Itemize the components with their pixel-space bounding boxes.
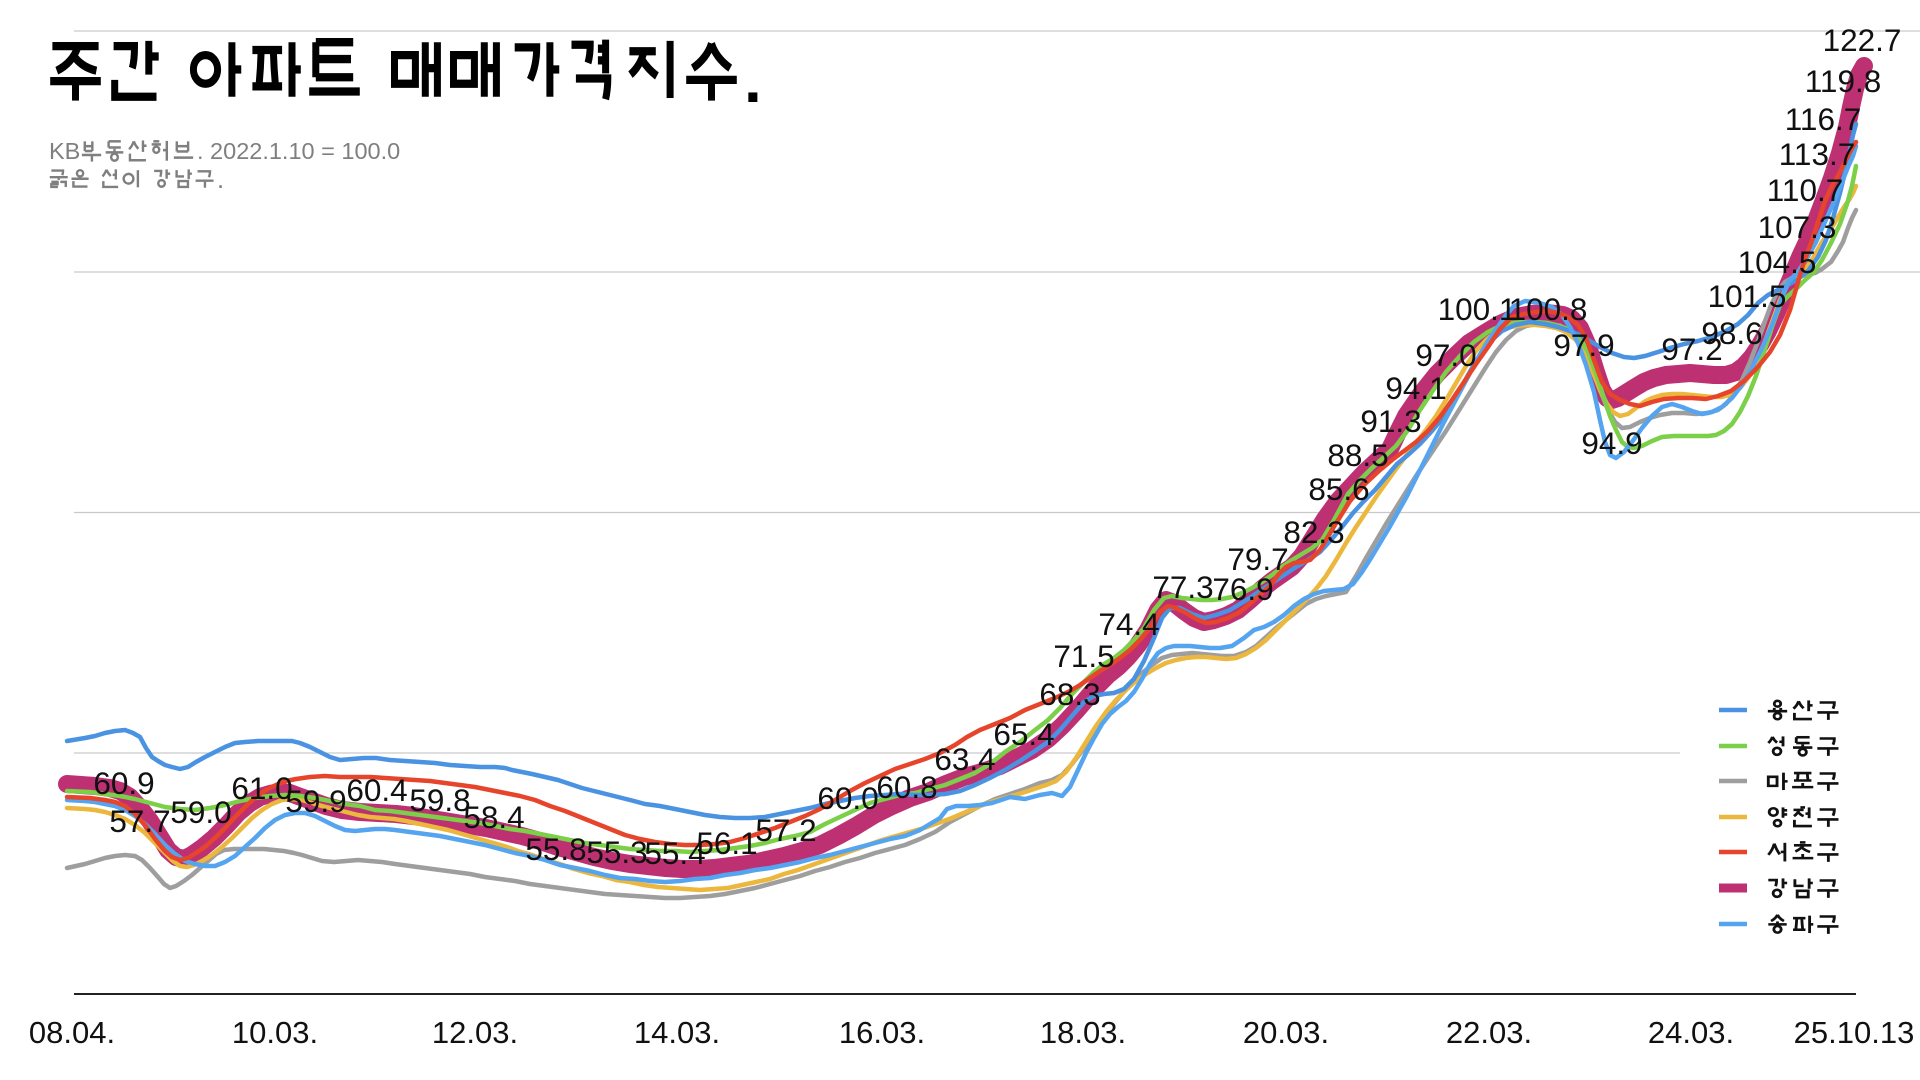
- svg-text:100.1: 100.1: [1438, 291, 1517, 327]
- svg-text:101.5: 101.5: [1708, 278, 1787, 314]
- svg-text:56.1: 56.1: [696, 825, 757, 861]
- svg-text:. 2022.1.10 = 100.0: . 2022.1.10 = 100.0: [197, 138, 400, 164]
- svg-text:KB: KB: [49, 138, 80, 164]
- svg-text:104.5: 104.5: [1738, 244, 1817, 280]
- svg-text:57.7: 57.7: [109, 803, 170, 839]
- svg-text:55.8: 55.8: [525, 831, 586, 867]
- svg-text:94.9: 94.9: [1581, 425, 1642, 461]
- svg-text:.: .: [217, 166, 224, 194]
- svg-text:59.0: 59.0: [170, 794, 231, 830]
- svg-text:24.03.: 24.03.: [1648, 1015, 1734, 1050]
- svg-text:59.8: 59.8: [409, 782, 470, 818]
- svg-text:122.7: 122.7: [1823, 22, 1902, 58]
- svg-text:59.9: 59.9: [285, 783, 346, 819]
- svg-text:60.4: 60.4: [346, 772, 407, 808]
- svg-text:79.7: 79.7: [1227, 541, 1288, 577]
- svg-text:116.7: 116.7: [1785, 101, 1862, 137]
- svg-text:113.7: 113.7: [1779, 136, 1856, 172]
- svg-text:97.9: 97.9: [1553, 327, 1614, 363]
- svg-text:98.6: 98.6: [1701, 315, 1762, 351]
- svg-text:88.5: 88.5: [1327, 437, 1388, 473]
- svg-text:55.4: 55.4: [644, 835, 705, 871]
- svg-text:55.3: 55.3: [586, 834, 647, 870]
- svg-text:58.4: 58.4: [463, 799, 524, 835]
- svg-text:08.04.: 08.04.: [29, 1015, 115, 1050]
- svg-text:63.4: 63.4: [934, 741, 995, 777]
- svg-text:65.4: 65.4: [993, 716, 1054, 752]
- svg-text:10.03.: 10.03.: [232, 1015, 318, 1050]
- svg-text:71.5: 71.5: [1053, 638, 1114, 674]
- svg-text:107.3: 107.3: [1758, 209, 1837, 245]
- svg-text:82.3: 82.3: [1283, 514, 1344, 550]
- svg-text:74.4: 74.4: [1098, 606, 1159, 642]
- svg-text:85.6: 85.6: [1308, 471, 1369, 507]
- svg-text:76.9: 76.9: [1212, 571, 1273, 607]
- svg-text:25.10.13: 25.10.13: [1794, 1015, 1915, 1050]
- svg-text:97.2: 97.2: [1661, 331, 1722, 367]
- svg-text:22.03.: 22.03.: [1446, 1015, 1532, 1050]
- svg-text:60.0: 60.0: [817, 780, 878, 816]
- svg-text:16.03.: 16.03.: [839, 1015, 925, 1050]
- svg-text:77.3: 77.3: [1152, 569, 1213, 605]
- svg-text:94.1: 94.1: [1385, 370, 1446, 406]
- svg-text:60.8: 60.8: [876, 769, 937, 805]
- svg-text:68.3: 68.3: [1039, 676, 1100, 712]
- svg-text:110.7: 110.7: [1767, 172, 1844, 208]
- svg-text:119.8: 119.8: [1805, 63, 1882, 99]
- svg-text:.: .: [744, 44, 762, 116]
- svg-text:61.0: 61.0: [231, 770, 292, 806]
- svg-text:91.3: 91.3: [1360, 403, 1421, 439]
- svg-text:100.8: 100.8: [1509, 291, 1588, 327]
- svg-text:12.03.: 12.03.: [432, 1015, 518, 1050]
- svg-text:57.2: 57.2: [755, 812, 816, 848]
- svg-text:14.03.: 14.03.: [634, 1015, 720, 1050]
- svg-text:20.03.: 20.03.: [1243, 1015, 1329, 1050]
- svg-text:18.03.: 18.03.: [1040, 1015, 1126, 1050]
- svg-text:60.9: 60.9: [93, 765, 154, 801]
- svg-text:97.0: 97.0: [1415, 337, 1476, 373]
